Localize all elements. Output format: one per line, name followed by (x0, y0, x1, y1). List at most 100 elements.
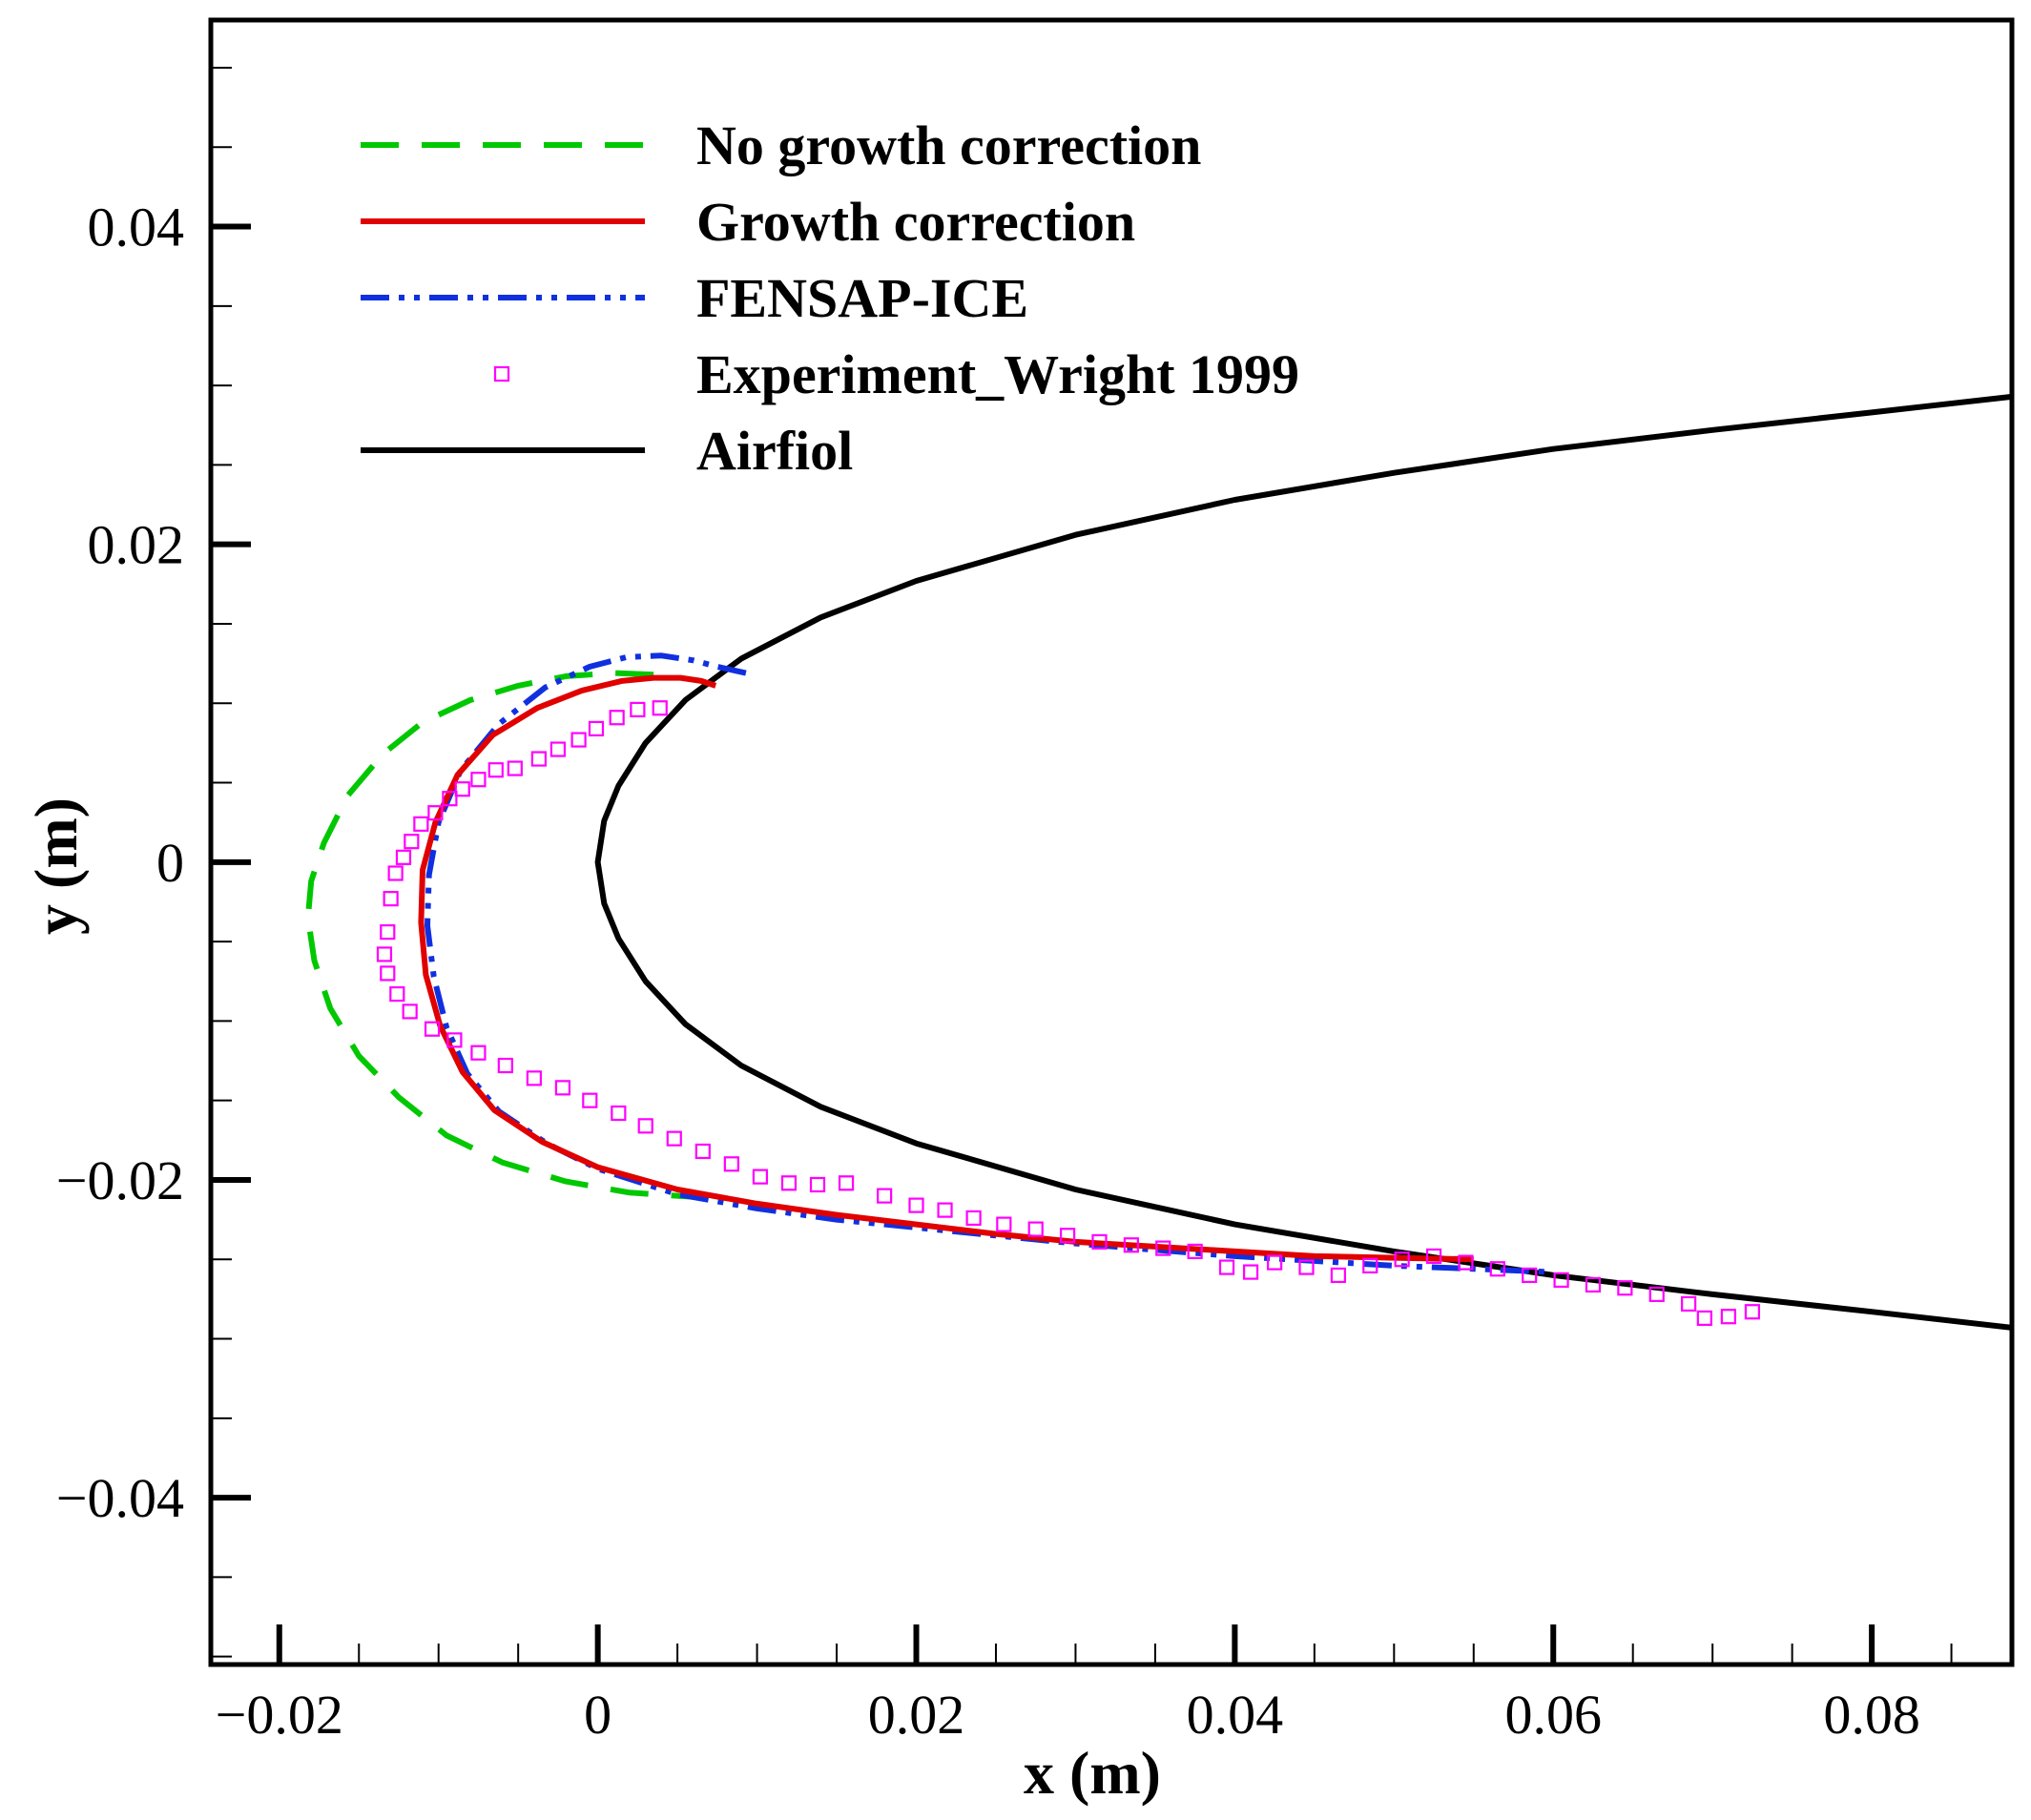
data-point (380, 924, 396, 941)
data-point (1458, 1254, 1474, 1271)
x-tick-label: 0.06 (1504, 1684, 1602, 1746)
x-tick-label: −0.02 (216, 1684, 343, 1746)
data-point (588, 720, 605, 737)
data-point (1123, 1237, 1139, 1253)
data-point (877, 1188, 893, 1204)
x-tick-label: 0.04 (1187, 1684, 1284, 1746)
series-line-no-growth-correction (304, 670, 702, 1201)
data-point (413, 816, 429, 832)
data-point (582, 1092, 598, 1108)
series-line-growth-correction (418, 674, 1474, 1263)
data-point (1027, 1221, 1044, 1237)
data-point (1681, 1295, 1697, 1312)
data-point (376, 946, 393, 962)
data-point (1553, 1272, 1569, 1289)
data-point (1298, 1259, 1315, 1275)
legend-item: FENSAP-ICE (361, 267, 1028, 329)
data-point (1242, 1264, 1259, 1280)
data-point (404, 834, 420, 850)
data-point (507, 760, 523, 776)
data-point (470, 1044, 487, 1061)
data-point (424, 1021, 441, 1037)
data-point (694, 1143, 711, 1160)
data-point (666, 1130, 682, 1147)
data-point (630, 701, 646, 718)
data-point (637, 1118, 653, 1134)
data-point (611, 1105, 627, 1122)
data-point (1091, 1233, 1108, 1251)
data-point (427, 805, 444, 821)
data-point (780, 1175, 798, 1191)
data-point (752, 1169, 769, 1185)
series-line-airfiol (594, 393, 2012, 1331)
series-experiment-wright-1999 (376, 700, 1761, 1326)
data-point (908, 1197, 924, 1213)
legend-label: Airfiol (696, 420, 853, 482)
data-point (402, 1003, 418, 1020)
data-point (723, 1156, 739, 1172)
data-point (809, 1176, 826, 1193)
data-point (446, 1032, 463, 1048)
legend-label: FENSAP-ICE (696, 267, 1028, 329)
y-tick-label: −0.04 (56, 1467, 184, 1529)
data-point (1648, 1286, 1665, 1302)
legend-item: Growth correction (361, 191, 1135, 253)
data-point (395, 849, 412, 865)
x-tick-label: 0.08 (1823, 1684, 1920, 1746)
legend-marker (493, 365, 510, 383)
data-point (549, 741, 567, 757)
x-tick-label: 0.02 (868, 1684, 965, 1746)
minor-ticks (211, 66, 1953, 1665)
y-tick-label: 0.02 (88, 514, 185, 576)
data-point (442, 791, 458, 807)
x-axis-title: x (m) (1024, 1739, 1161, 1807)
plot-frame (208, 17, 2015, 1667)
data-point (838, 1175, 855, 1191)
data-point (1059, 1228, 1076, 1244)
data-point (1330, 1267, 1346, 1284)
data-point (554, 1080, 571, 1096)
series-line-fensap-ice (425, 652, 1554, 1275)
data-point (1489, 1261, 1505, 1277)
data-point (530, 751, 547, 767)
major-ticks (211, 223, 1876, 1665)
data-point (1696, 1310, 1712, 1326)
data-point (389, 985, 405, 1003)
data-point (497, 1057, 513, 1074)
legend-item: Airfiol (361, 420, 853, 482)
data-point (937, 1202, 953, 1218)
data-point (965, 1210, 982, 1227)
data-point (1744, 1304, 1761, 1320)
data-point (1617, 1280, 1633, 1296)
legend-label: Growth correction (696, 191, 1135, 253)
data-point (383, 891, 399, 907)
tick-labels: −0.02 0 0.02 0.04 0.06 0.08 −0.04 −0.02 0 0.02 0.0… (56, 196, 1920, 1746)
data-point (1187, 1243, 1203, 1260)
data-point (487, 762, 504, 778)
data-point (1585, 1276, 1602, 1293)
y-tick-label: −0.02 (56, 1149, 184, 1211)
data-point (380, 965, 396, 982)
data-point (1394, 1251, 1410, 1268)
legend: No growth correction Growth correction FEN… (361, 114, 1299, 482)
data-point (1267, 1254, 1283, 1271)
series-layer (304, 393, 2012, 1331)
data-point (470, 772, 487, 788)
data-point (609, 710, 625, 726)
legend-label: No growth correction (696, 114, 1201, 176)
data-point (454, 781, 470, 797)
legend-item: No growth correction (361, 114, 1201, 176)
data-point (1218, 1259, 1235, 1275)
data-point (1155, 1240, 1171, 1256)
x-tick-label: 0 (584, 1684, 611, 1746)
legend-item: Experiment_Wright 1999 (493, 343, 1299, 405)
data-point (1720, 1309, 1736, 1325)
data-point (996, 1216, 1012, 1232)
y-axis-title: y (m) (22, 797, 90, 935)
data-point (1425, 1248, 1442, 1265)
data-point (1522, 1267, 1538, 1284)
data-point (526, 1070, 542, 1086)
data-point (570, 732, 587, 748)
y-tick-label: 0 (156, 832, 184, 894)
